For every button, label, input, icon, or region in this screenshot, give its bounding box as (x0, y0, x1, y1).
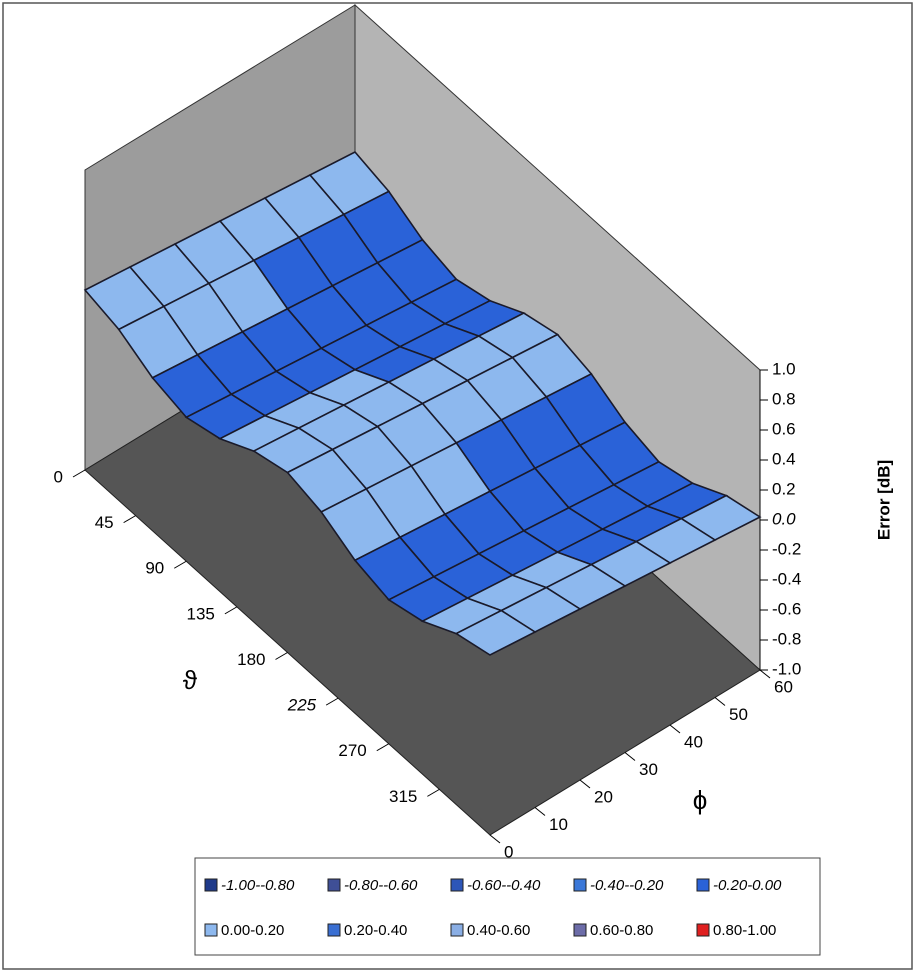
legend-label: 0.00-0.20 (221, 922, 284, 939)
z-tick-label: 0.4 (772, 449, 796, 468)
legend (194, 857, 821, 956)
legend-swatch (696, 923, 710, 937)
z-tick-label: 0.8 (772, 389, 796, 408)
legend-label: 0.80-1.00 (713, 922, 776, 939)
y-tick (669, 724, 681, 734)
legend-swatch (573, 923, 587, 937)
legend-swatch (327, 878, 341, 892)
y-tick-label: 20 (594, 787, 613, 806)
x-tick-label: 270 (338, 741, 366, 760)
x-tick (72, 469, 86, 478)
legend-swatch (573, 878, 587, 892)
y-tick-label: 10 (549, 815, 568, 834)
x-tick-label: 180 (237, 650, 265, 669)
legend-swatch (327, 923, 341, 937)
z-tick-label: -0.8 (772, 629, 801, 648)
surface-cell (454, 609, 537, 656)
y-axis-title: ϕ (693, 785, 708, 815)
x-tick-label: 45 (95, 513, 114, 532)
legend-label: -0.20-0.00 (713, 877, 782, 894)
y-tick (579, 779, 591, 789)
y-tick-label: 60 (774, 677, 793, 696)
legend-swatch (204, 923, 218, 937)
z-tick-label: -0.4 (772, 569, 801, 588)
legend-label: 0.60-0.80 (590, 922, 653, 939)
z-tick-label: -0.2 (772, 539, 801, 558)
z-tick-label: 0.2 (772, 479, 796, 498)
z-axis-title: Error [dB] (874, 460, 893, 540)
legend-label: 0.40-0.60 (467, 922, 530, 939)
x-tick (376, 743, 390, 752)
y-tick (759, 669, 771, 679)
legend-label: -0.60--0.40 (467, 877, 541, 894)
x-tick (427, 788, 440, 797)
y-tick (534, 807, 546, 816)
x-tick (173, 560, 187, 569)
x-tick (123, 515, 136, 524)
y-tick-label: 40 (684, 732, 703, 751)
x-tick-label: 135 (187, 604, 215, 623)
legend-swatch (450, 923, 464, 937)
y-tick (489, 834, 501, 844)
y-tick (624, 752, 636, 761)
x-tick-label: 315 (389, 787, 417, 806)
z-tick-label: 0.0 (772, 509, 796, 528)
y-tick-label: 0 (504, 842, 513, 861)
x-tick (325, 697, 339, 706)
legend-swatch (696, 878, 710, 892)
legend-swatch (450, 878, 464, 892)
z-tick-label: 1.0 (772, 359, 796, 378)
y-tick (714, 697, 726, 706)
z-tick-label: 0.6 (772, 419, 796, 438)
y-tick-label: 50 (729, 705, 748, 724)
x-tick-label: 90 (145, 559, 164, 578)
x-tick (224, 606, 238, 615)
legend-label: 0.20-0.40 (344, 922, 407, 939)
x-axis-title: ϑ (183, 665, 198, 695)
legend-label: -1.00--0.80 (221, 877, 295, 894)
legend-label: -0.40--0.20 (590, 877, 664, 894)
z-tick-label: -0.6 (772, 599, 801, 618)
legend-label: -0.80--0.60 (344, 877, 418, 894)
z-tick-label: -1.0 (772, 659, 801, 678)
x-tick (275, 652, 288, 660)
y-tick-label: 30 (639, 760, 658, 779)
x-tick-label: 0 (54, 467, 63, 486)
legend-swatch (204, 878, 218, 892)
x-tick-label: 225 (287, 696, 317, 715)
